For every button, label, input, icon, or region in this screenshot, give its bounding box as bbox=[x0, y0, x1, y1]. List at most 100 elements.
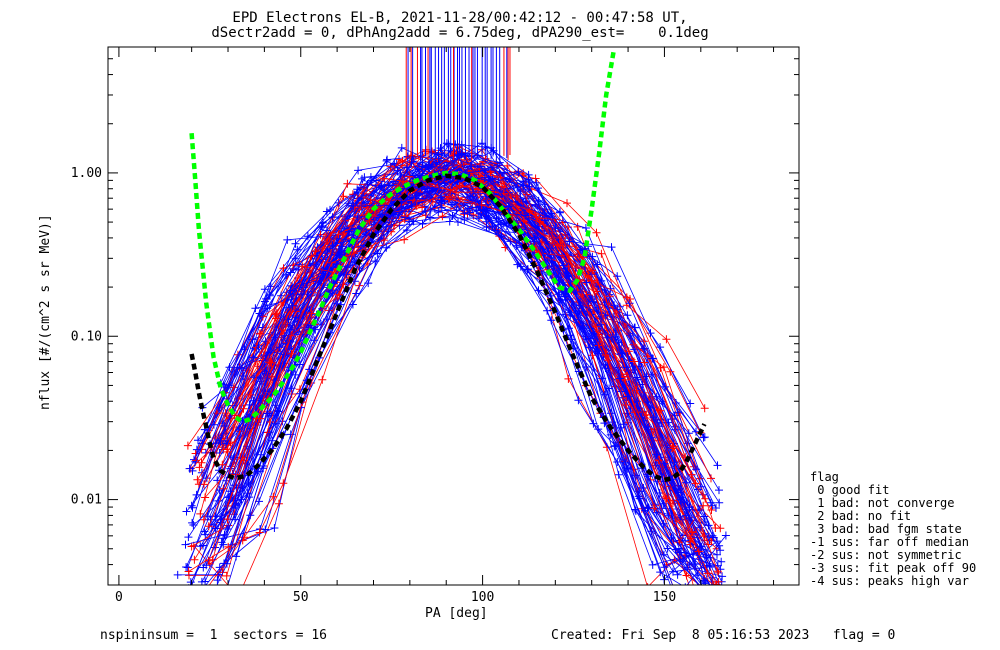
data-point-marker bbox=[268, 436, 277, 445]
data-point-marker bbox=[503, 161, 512, 170]
measurement-trace bbox=[222, 154, 727, 585]
data-point-marker bbox=[218, 568, 227, 577]
data-point-marker bbox=[190, 555, 199, 564]
data-point-marker bbox=[625, 299, 634, 308]
black-fit-curve bbox=[189, 173, 707, 483]
data-point-marker bbox=[215, 486, 224, 495]
footer-left-info: nspininsum = 1 sectors = 16 bbox=[100, 628, 327, 643]
data-point-marker bbox=[352, 289, 361, 298]
data-point-marker bbox=[543, 306, 552, 315]
data-point-marker bbox=[575, 301, 584, 310]
data-point-marker bbox=[699, 586, 707, 594]
x-tick-label: 0 bbox=[115, 590, 123, 605]
data-point-marker bbox=[414, 165, 423, 174]
data-point-marker bbox=[295, 360, 304, 369]
data-point-marker bbox=[531, 200, 540, 209]
data-point-marker bbox=[380, 236, 389, 245]
data-point-marker bbox=[719, 597, 727, 605]
data-point-marker bbox=[524, 170, 533, 179]
data-point-marker bbox=[484, 176, 493, 185]
data-point-marker bbox=[272, 309, 281, 318]
data-point-marker bbox=[255, 330, 264, 338]
data-point-marker bbox=[322, 207, 331, 216]
data-point-marker bbox=[288, 301, 297, 310]
data-point-marker bbox=[540, 200, 549, 209]
y-tick-label: 1.00 bbox=[71, 166, 102, 181]
data-point-marker bbox=[682, 478, 691, 487]
data-point-marker bbox=[716, 546, 725, 555]
data-point-marker bbox=[196, 509, 205, 518]
data-point-marker bbox=[701, 494, 710, 503]
data-point-marker bbox=[395, 155, 403, 164]
legend-entry: -2 sus: not symmetric bbox=[810, 548, 962, 562]
data-point-marker bbox=[719, 587, 727, 595]
measurement-trace bbox=[230, 160, 714, 585]
data-traces bbox=[173, 47, 730, 607]
data-point-marker bbox=[279, 479, 288, 488]
data-point-marker bbox=[600, 390, 609, 399]
data-point-marker bbox=[656, 406, 665, 415]
data-point-marker bbox=[402, 226, 411, 235]
data-point-marker bbox=[592, 322, 601, 331]
data-point-marker bbox=[199, 541, 207, 550]
data-point-marker bbox=[720, 599, 728, 607]
data-point-marker bbox=[647, 583, 649, 585]
data-point-marker bbox=[408, 154, 417, 163]
data-point-marker bbox=[217, 515, 225, 524]
data-point-marker bbox=[707, 474, 715, 483]
data-point-marker bbox=[559, 261, 568, 270]
data-point-marker bbox=[662, 494, 671, 503]
data-point-marker bbox=[279, 264, 288, 273]
measurement-trace bbox=[214, 153, 706, 584]
data-point-marker bbox=[187, 542, 196, 551]
data-point-marker bbox=[474, 214, 483, 223]
data-point-marker bbox=[311, 247, 320, 256]
chart-title-line2: dSectr2add = 0, dPhAng2add = 6.75deg, dP… bbox=[211, 25, 709, 41]
measurement-trace bbox=[192, 173, 687, 508]
legend-entry: 1 bad: not converge bbox=[810, 496, 955, 510]
data-point-marker bbox=[265, 358, 274, 367]
data-point-marker bbox=[322, 315, 331, 324]
data-point-marker bbox=[716, 524, 725, 533]
data-point-marker bbox=[366, 173, 375, 182]
data-point-marker bbox=[455, 181, 464, 190]
data-point-marker bbox=[565, 237, 574, 246]
data-point-marker bbox=[382, 222, 391, 231]
data-point-marker bbox=[706, 498, 715, 507]
data-point-marker bbox=[402, 163, 411, 172]
data-point-marker bbox=[659, 519, 668, 528]
data-point-marker bbox=[445, 217, 454, 226]
data-point-marker bbox=[610, 301, 619, 310]
data-point-marker bbox=[713, 537, 721, 546]
data-point-marker bbox=[673, 570, 682, 579]
data-point-marker bbox=[438, 212, 447, 221]
data-point-marker bbox=[574, 396, 583, 405]
green-fit-curve bbox=[189, 51, 616, 425]
data-point-marker bbox=[211, 524, 220, 533]
y-tick-label: 0.10 bbox=[71, 329, 102, 344]
data-point-marker bbox=[525, 207, 534, 216]
measurement-trace bbox=[235, 168, 686, 475]
data-point-marker bbox=[213, 576, 222, 585]
data-point-marker bbox=[192, 445, 201, 454]
legend-entry: 3 bad: bad fgm state bbox=[810, 522, 962, 536]
data-point-marker bbox=[540, 208, 549, 217]
data-point-marker bbox=[382, 156, 391, 165]
legend-entry: -1 sus: far off median bbox=[810, 535, 969, 549]
data-point-marker bbox=[713, 550, 721, 559]
data-point-marker bbox=[656, 363, 665, 372]
data-point-marker bbox=[263, 409, 272, 418]
legend-entry: -4 sus: peaks high var bbox=[810, 574, 969, 588]
data-point-marker bbox=[621, 375, 629, 384]
data-point-marker bbox=[437, 203, 446, 212]
data-point-marker bbox=[575, 306, 584, 315]
data-point-marker bbox=[686, 399, 695, 408]
data-point-marker bbox=[684, 429, 693, 438]
data-point-marker bbox=[632, 386, 641, 395]
data-point-marker bbox=[495, 158, 504, 167]
data-point-marker bbox=[198, 591, 206, 599]
data-point-marker bbox=[202, 561, 211, 570]
data-point-marker bbox=[371, 257, 380, 266]
data-point-marker bbox=[184, 533, 193, 542]
data-point-marker bbox=[338, 247, 347, 255]
